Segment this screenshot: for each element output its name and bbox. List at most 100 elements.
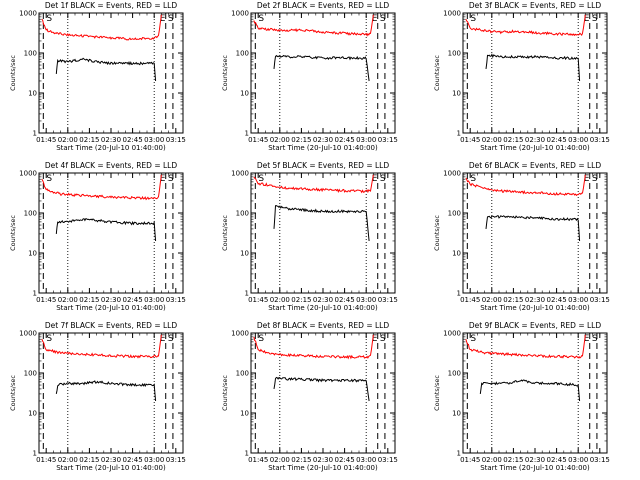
x-tick-label: 03:15: [166, 296, 186, 304]
x-tick-label: 01:45: [460, 136, 480, 144]
marker-label-s: S: [592, 334, 598, 344]
y-tick-label: 100: [448, 50, 461, 58]
y-tick-label: 10: [452, 90, 461, 98]
plot-panel-5: Det 5f BLACK = Events, RED = LLD 1 10 100 10…: [221, 161, 398, 312]
marker-label-s: S: [46, 174, 52, 184]
x-tick-label: 02:00: [58, 136, 78, 144]
x-tick-label: 02:00: [482, 136, 502, 144]
x-tick-label: 02:30: [525, 136, 545, 144]
lld-series-line: [253, 174, 374, 194]
y-tick-label: 1000: [231, 330, 249, 338]
plot-title: Det 8f BLACK = Events, RED = LLD: [257, 321, 390, 330]
marker-label-s: S: [258, 174, 264, 184]
x-tick-label: 02:45: [547, 456, 567, 464]
events-series-line: [273, 54, 370, 82]
y-tick-label: 1: [457, 290, 461, 298]
marker-label-s: S: [380, 14, 386, 24]
y-tick-label: 10: [28, 250, 37, 258]
x-tick-label: 03:15: [378, 456, 398, 464]
x-tick-label: 02:00: [482, 456, 502, 464]
x-tick-label: 03:00: [356, 136, 376, 144]
x-tick-label: 02:45: [123, 136, 143, 144]
y-tick-label: 1: [245, 290, 249, 298]
plot-title: Det 6f BLACK = Events, RED = LLD: [469, 161, 602, 170]
x-tick-label: 02:00: [482, 296, 502, 304]
plot-frame: [462, 172, 608, 294]
marker-label-s: S: [470, 14, 476, 24]
x-tick-label: 02:15: [79, 456, 99, 464]
y-tick-label: 100: [24, 50, 37, 58]
x-tick-label: 03:00: [144, 296, 164, 304]
marker-label-e: E: [584, 174, 590, 184]
x-tick-label: 02:15: [291, 296, 311, 304]
events-series-line: [485, 53, 581, 82]
lld-series-line: [465, 174, 586, 197]
marker-label-s: S: [168, 334, 174, 344]
x-axis-label: Start Time (20-Jul-10 01:40:00): [268, 304, 378, 312]
plot-title: Det 7f BLACK = Events, RED = LLD: [45, 321, 178, 330]
x-axis-label: Start Time (20-Jul-10 01:40:00): [480, 304, 590, 312]
x-tick-label: 03:00: [568, 136, 588, 144]
x-tick-label: 02:00: [270, 296, 290, 304]
x-tick-label: 01:45: [36, 456, 56, 464]
x-tick-label: 03:15: [378, 136, 398, 144]
x-tick-label: 03:15: [590, 136, 610, 144]
x-tick-label: 03:00: [568, 296, 588, 304]
marker-label-s: S: [258, 14, 264, 24]
y-tick-label: 100: [236, 50, 249, 58]
y-axis-label: Counts/sec: [221, 375, 229, 411]
plot-panel-9: Det 9f BLACK = Events, RED = LLD 1 10 100 10…: [433, 321, 610, 472]
x-tick-label: 02:15: [503, 136, 523, 144]
plot-title: Det 2f BLACK = Events, RED = LLD: [257, 1, 390, 10]
x-tick-label: 03:00: [144, 136, 164, 144]
x-tick-label: 02:30: [525, 456, 545, 464]
lld-series-line: [41, 334, 162, 359]
plot-title: Det 4f BLACK = Events, RED = LLD: [45, 161, 178, 170]
y-tick-label: 10: [240, 410, 249, 418]
events-series-line: [479, 379, 581, 402]
y-tick-label: 100: [24, 210, 37, 218]
plot-frame: [462, 332, 608, 454]
y-tick-label: 100: [236, 210, 249, 218]
y-axis-label: Counts/sec: [221, 215, 229, 251]
x-tick-label: 02:30: [313, 136, 333, 144]
y-tick-label: 1: [33, 450, 37, 458]
x-tick-label: 02:45: [335, 136, 355, 144]
y-axis-label: Counts/sec: [9, 215, 17, 251]
x-tick-label: 02:15: [79, 136, 99, 144]
y-tick-label: 100: [236, 370, 249, 378]
y-tick-label: 10: [452, 250, 461, 258]
y-tick-label: 1: [457, 450, 461, 458]
plot-frame: [38, 172, 184, 294]
marker-label-s: S: [46, 334, 52, 344]
y-axis-label: Counts/sec: [9, 375, 17, 411]
plot-panel-3: Det 3f BLACK = Events, RED = LLD 1 10 100 10…: [433, 1, 610, 152]
lld-series-line: [253, 334, 374, 360]
y-tick-label: 100: [448, 210, 461, 218]
marker-label-s: S: [168, 14, 174, 24]
plot-title: Det 3f BLACK = Events, RED = LLD: [469, 1, 602, 10]
x-tick-label: 03:15: [590, 296, 610, 304]
x-tick-label: 03:00: [356, 456, 376, 464]
x-tick-label: 02:30: [101, 136, 121, 144]
x-tick-label: 02:30: [101, 456, 121, 464]
plot-frame: [38, 332, 184, 454]
plot-title: Det 9f BLACK = Events, RED = LLD: [469, 321, 602, 330]
x-tick-label: 03:15: [590, 456, 610, 464]
x-tick-label: 01:45: [248, 136, 268, 144]
x-tick-label: 02:15: [291, 456, 311, 464]
events-series-line: [55, 380, 157, 402]
plot-panel-8: Det 8f BLACK = Events, RED = LLD 1 10 100 10…: [221, 321, 398, 472]
x-tick-label: 02:00: [270, 456, 290, 464]
x-tick-label: 02:45: [123, 296, 143, 304]
x-axis-label: Start Time (20-Jul-10 01:40:00): [480, 144, 590, 152]
x-tick-label: 03:00: [568, 456, 588, 464]
events-series-line: [485, 215, 581, 242]
marker-label-e: E: [160, 174, 166, 184]
marker-label-s: S: [592, 174, 598, 184]
marker-label-e: E: [372, 334, 378, 344]
y-tick-label: 1: [33, 130, 37, 138]
marker-label-e: E: [160, 334, 166, 344]
marker-label-s: S: [258, 334, 264, 344]
